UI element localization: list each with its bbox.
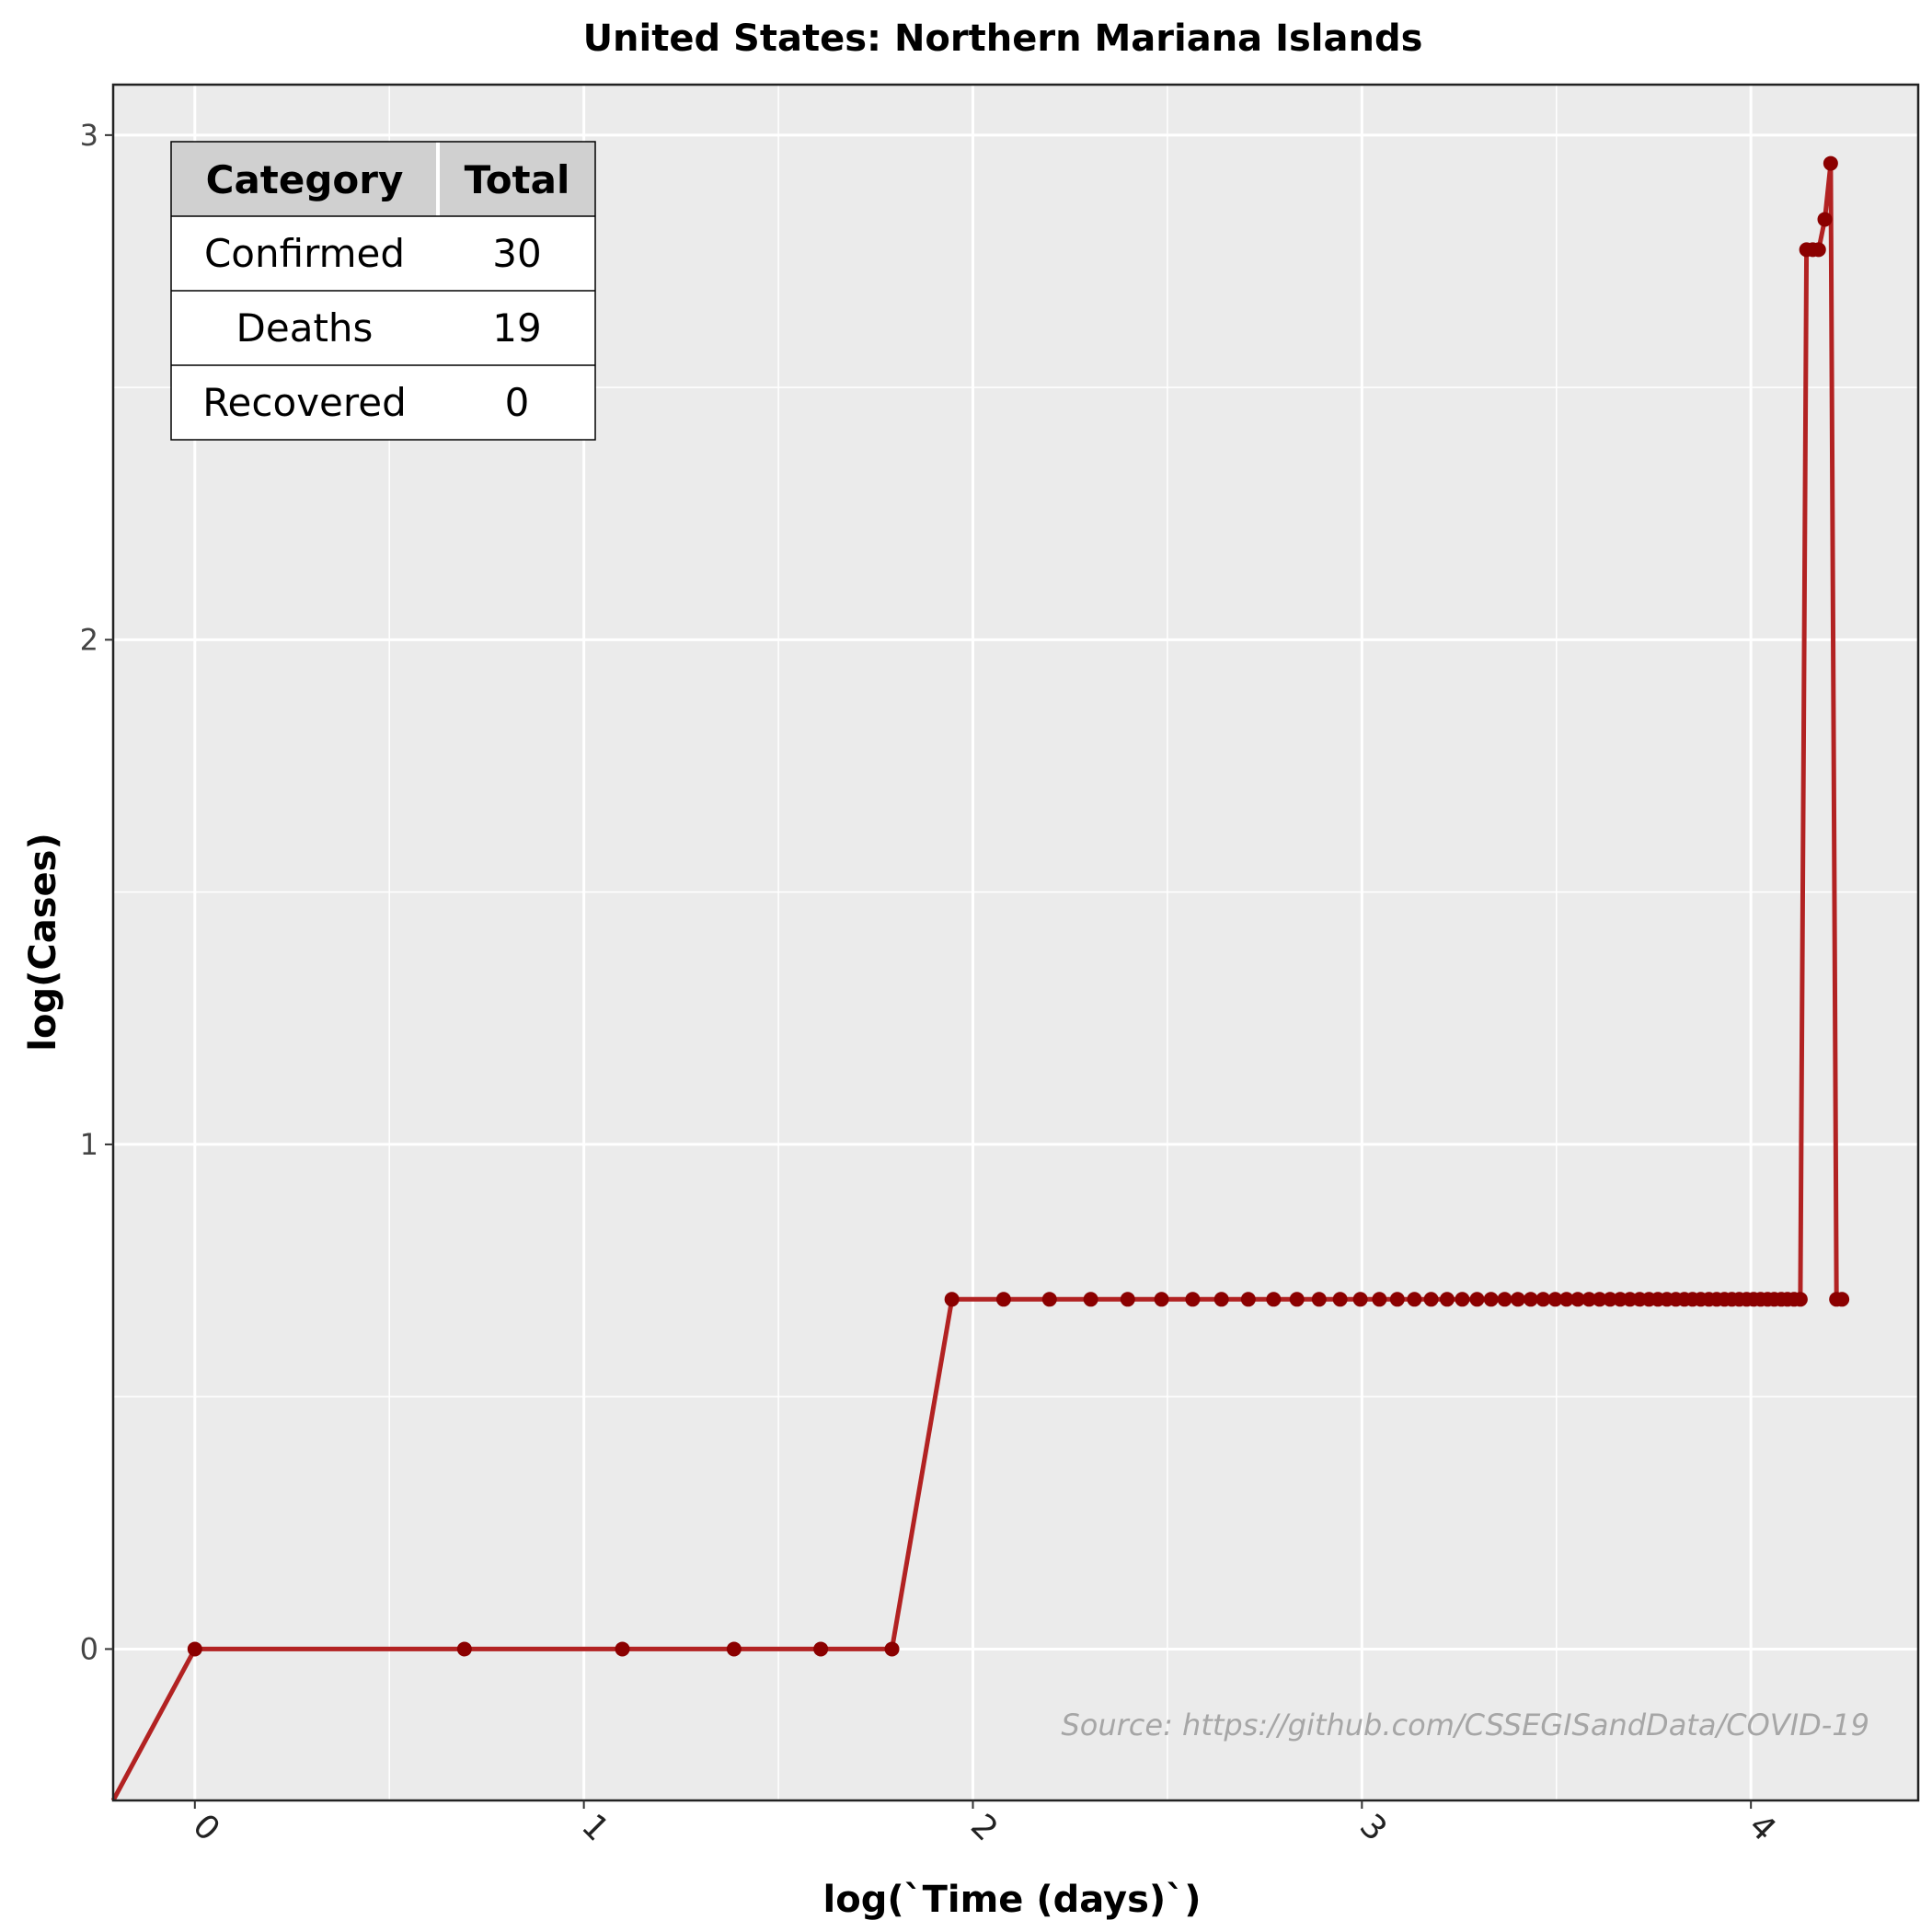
data-point	[944, 1292, 960, 1307]
x-tick-label: 0	[185, 1807, 226, 1848]
data-point	[456, 1641, 472, 1657]
data-point	[1439, 1292, 1455, 1307]
data-point	[1823, 155, 1838, 171]
data-point	[1811, 242, 1826, 258]
data-point	[1352, 1292, 1368, 1307]
data-point	[1523, 1292, 1538, 1307]
x-tick-label: 1	[574, 1807, 615, 1848]
y-tick-label: 2	[80, 622, 98, 657]
table-body-bg	[171, 216, 595, 440]
table-cell-total: 19	[492, 305, 541, 351]
data-point	[1603, 1292, 1618, 1307]
y-tick-label: 0	[80, 1631, 98, 1666]
data-point	[1581, 1292, 1597, 1307]
data-point	[1483, 1292, 1499, 1307]
plot-border	[111, 83, 1920, 1802]
data-point	[1535, 1292, 1551, 1307]
table-header-total: Total	[465, 157, 570, 202]
y-axis: 0 1 2 3	[80, 118, 113, 1666]
data-point	[1213, 1292, 1229, 1307]
data-point	[1834, 1292, 1850, 1307]
table-cell-category: Recovered	[202, 380, 406, 425]
data-point	[1497, 1292, 1512, 1307]
data-point	[1389, 1292, 1405, 1307]
y-tick-label: 3	[80, 118, 98, 153]
table-cell-category: Confirmed	[204, 231, 405, 276]
data-point	[1469, 1292, 1485, 1307]
data-point	[1407, 1292, 1422, 1307]
y-tick-label: 1	[80, 1127, 98, 1162]
x-axis-label: log(`Time (days)`)	[823, 1879, 1202, 1921]
data-point	[1372, 1292, 1387, 1307]
data-point	[813, 1641, 829, 1657]
data-point	[187, 1641, 202, 1657]
table-header-category: Category	[206, 157, 404, 202]
data-point	[726, 1641, 742, 1657]
source-annotation: Source: https://github.com/CSSEGISandDat…	[1061, 1708, 1869, 1742]
data-point	[615, 1641, 630, 1657]
data-point	[1547, 1292, 1563, 1307]
data-point	[1592, 1292, 1607, 1307]
data-point	[995, 1292, 1011, 1307]
summary-table: Category Total Confirmed 30 Deaths 19 Re…	[170, 141, 596, 441]
data-point	[1240, 1292, 1256, 1307]
data-point	[1817, 212, 1833, 227]
data-point	[1185, 1292, 1201, 1307]
table-cell-total: 0	[505, 380, 530, 425]
data-layer	[110, 155, 1850, 1802]
data-point	[884, 1641, 900, 1657]
data-point	[1266, 1292, 1282, 1307]
x-axis: 0 1 2 3 4	[185, 1800, 1783, 1848]
data-point	[1455, 1292, 1470, 1307]
data-point	[1423, 1292, 1439, 1307]
table-cell-total: 30	[492, 231, 541, 276]
data-point	[1083, 1292, 1098, 1307]
data-point	[1120, 1292, 1135, 1307]
data-point	[1558, 1292, 1574, 1307]
data-point	[1289, 1292, 1305, 1307]
x-tick-label: 2	[963, 1807, 1005, 1848]
chart-title: United States: Northern Mariana Islands	[583, 17, 1423, 60]
data-point	[1792, 1292, 1808, 1307]
table-cell-category: Deaths	[236, 305, 374, 351]
data-point	[1510, 1292, 1525, 1307]
data-point	[1570, 1292, 1586, 1307]
data-point	[1041, 1292, 1057, 1307]
data-point	[1311, 1292, 1327, 1307]
data-point	[1332, 1292, 1348, 1307]
x-tick-label: 4	[1742, 1807, 1783, 1848]
table-header-bg	[171, 142, 595, 216]
data-point	[1154, 1292, 1169, 1307]
x-tick-label: 3	[1352, 1807, 1394, 1848]
y-axis-label: log(Cases)	[22, 833, 64, 1051]
